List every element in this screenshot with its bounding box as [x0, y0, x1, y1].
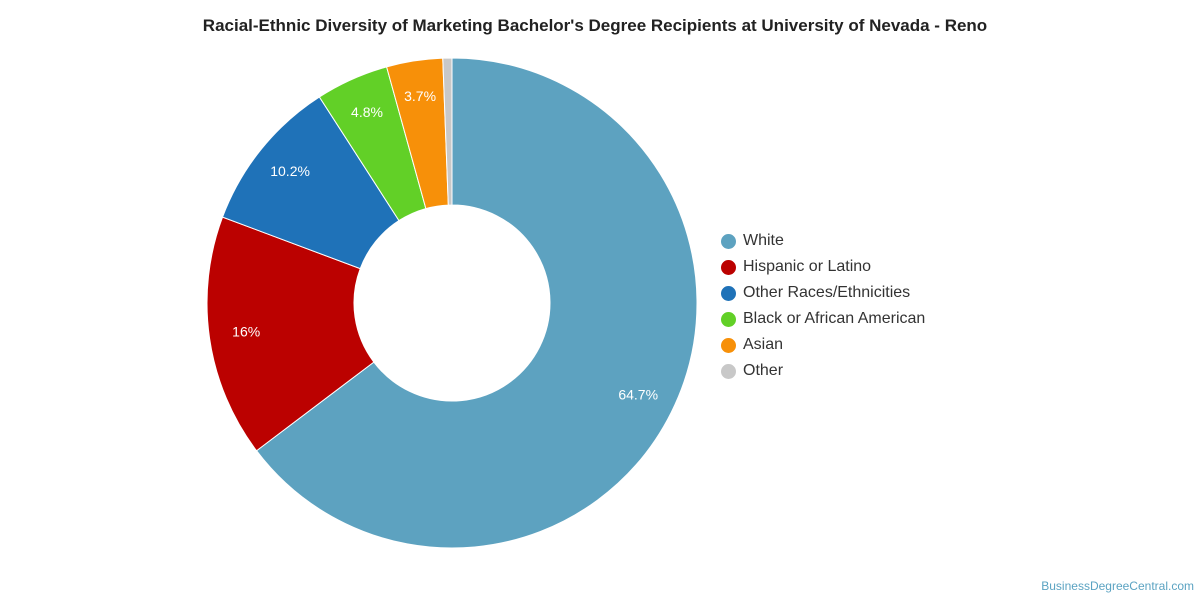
legend-label: Hispanic or Latino — [743, 258, 872, 275]
legend-swatch — [721, 337, 736, 353]
slice-hispanic-or-latino[interactable] — [206, 216, 375, 452]
legend: White Hispanic or Latino Other Races/Ethni… — [721, 228, 925, 384]
legend-swatch — [721, 259, 736, 275]
source-credit[interactable]: BusinessDegreeCentral.com — [1041, 579, 1194, 593]
labels-group: 64.7% 16% 10.2% 4.8% 3.7% — [232, 88, 658, 402]
legend-swatch — [721, 233, 736, 249]
slice-other-races-ethnicities[interactable] — [221, 96, 400, 270]
legend-item-black-or-african-american[interactable]: Black or African American — [721, 306, 925, 332]
slice-white[interactable] — [255, 57, 698, 549]
legend-label: Black or African American — [743, 310, 926, 327]
legend-label: Asian — [743, 336, 784, 353]
chart-title: Racial-Ethnic Diversity of Marketing Bac… — [202, 16, 988, 35]
legend-item-hispanic-or-latino[interactable]: Hispanic or Latino — [721, 254, 925, 280]
legend-swatch — [721, 311, 736, 327]
legend-item-white[interactable]: White — [721, 228, 925, 254]
legend-swatch — [721, 285, 736, 301]
legend-label: Other — [743, 362, 784, 379]
legend-label: White — [743, 232, 784, 249]
legend-item-other-races-ethnicities[interactable]: Other Races/Ethnicities — [721, 280, 925, 306]
legend-item-other[interactable]: Other — [721, 358, 925, 384]
legend-label: Other Races/Ethnicities — [743, 284, 911, 301]
slices-group — [206, 57, 698, 549]
legend-swatch — [721, 363, 736, 379]
slice-label-asian: 3.7% — [404, 88, 436, 104]
slice-label-white: 64.7% — [618, 386, 658, 402]
slice-label-other-races-ethnicities: 10.2% — [270, 163, 310, 179]
legend-item-asian[interactable]: Asian — [721, 332, 925, 358]
slice-label-hispanic-or-latino: 16% — [232, 324, 260, 340]
slice-other[interactable] — [442, 57, 453, 206]
slice-label-black-or-african-american: 4.8% — [351, 104, 383, 120]
